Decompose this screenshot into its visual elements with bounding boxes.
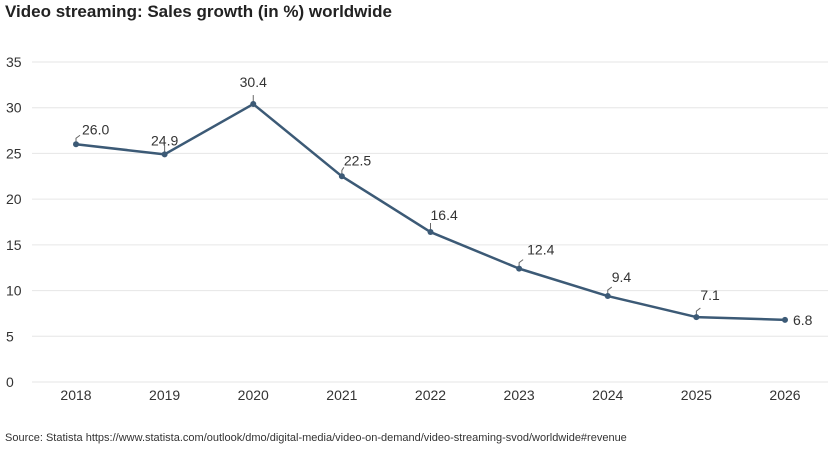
- y-tick-label: 0: [6, 374, 14, 390]
- data-point: [516, 265, 523, 272]
- data-point: [693, 314, 700, 321]
- data-label: 22.5: [344, 152, 371, 168]
- y-tick-label: 10: [6, 283, 22, 299]
- data-label: 7.1: [700, 287, 720, 303]
- x-tick-label: 2024: [592, 387, 623, 403]
- chart-title: Video streaming: Sales growth (in %) wor…: [5, 2, 392, 21]
- data-point: [338, 173, 345, 180]
- data-point: [73, 141, 79, 148]
- data-point: [604, 293, 611, 300]
- x-tick-label: 2026: [769, 387, 800, 403]
- data-label: 9.4: [612, 269, 632, 285]
- source-note: Source: Statista https://www.statista.co…: [5, 432, 627, 444]
- y-tick-label: 5: [6, 328, 14, 344]
- data-point: [250, 101, 257, 108]
- y-tick-label: 25: [6, 145, 22, 161]
- y-tick-label: 20: [6, 191, 22, 207]
- x-tick-label: 2019: [149, 387, 180, 403]
- x-tick-label: 2025: [681, 387, 712, 403]
- data-label: 16.4: [431, 207, 458, 223]
- y-tick-label: 35: [6, 54, 22, 70]
- data-point: [427, 229, 434, 236]
- x-tick-label: 2023: [504, 387, 535, 403]
- x-tick-label: 2020: [238, 387, 269, 403]
- data-label: 12.4: [527, 242, 554, 258]
- data-label: 6.8: [793, 312, 813, 328]
- x-tick-label: 2021: [326, 387, 357, 403]
- data-point: [782, 316, 788, 323]
- data-point: [161, 151, 168, 158]
- y-tick-label: 15: [6, 237, 22, 253]
- y-tick-label: 30: [6, 100, 22, 116]
- data-label: 24.9: [151, 132, 178, 148]
- x-tick-label: 2022: [415, 387, 446, 403]
- data-label: 30.4: [240, 74, 267, 90]
- x-tick-label: 2018: [60, 387, 91, 403]
- data-label: 26.0: [82, 121, 109, 137]
